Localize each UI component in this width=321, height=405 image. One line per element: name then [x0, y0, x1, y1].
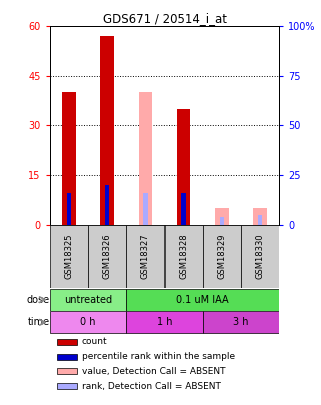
- Bar: [177, 109, 190, 225]
- Bar: [126, 225, 164, 288]
- Text: GSM18326: GSM18326: [103, 234, 112, 279]
- Bar: [62, 92, 75, 225]
- Text: value, Detection Call = ABSENT: value, Detection Call = ABSENT: [82, 367, 225, 376]
- Bar: [143, 193, 148, 225]
- Text: GSM18330: GSM18330: [256, 234, 265, 279]
- Bar: [220, 217, 224, 225]
- Text: untreated: untreated: [64, 295, 112, 305]
- Bar: [203, 225, 241, 288]
- Bar: [258, 215, 263, 225]
- Bar: [215, 208, 229, 225]
- Bar: [126, 289, 279, 311]
- Bar: [241, 225, 279, 288]
- Bar: [50, 225, 88, 288]
- Text: percentile rank within the sample: percentile rank within the sample: [82, 352, 235, 361]
- Text: count: count: [82, 337, 108, 346]
- Bar: [139, 92, 152, 225]
- Bar: [254, 208, 267, 225]
- Bar: [203, 311, 279, 333]
- Text: dose: dose: [27, 295, 50, 305]
- Bar: [105, 185, 109, 225]
- Text: GSM18328: GSM18328: [179, 234, 188, 279]
- Text: 1 h: 1 h: [157, 318, 172, 327]
- Title: GDS671 / 20514_i_at: GDS671 / 20514_i_at: [102, 12, 227, 25]
- Text: GSM18325: GSM18325: [65, 234, 74, 279]
- Bar: [56, 339, 77, 345]
- Text: 0.1 uM IAA: 0.1 uM IAA: [177, 295, 229, 305]
- Bar: [50, 311, 126, 333]
- Bar: [126, 311, 203, 333]
- Text: time: time: [28, 318, 50, 327]
- Bar: [50, 289, 126, 311]
- Bar: [88, 225, 126, 288]
- Text: rank, Detection Call = ABSENT: rank, Detection Call = ABSENT: [82, 382, 221, 391]
- Text: 3 h: 3 h: [233, 318, 249, 327]
- Bar: [56, 368, 77, 374]
- Bar: [56, 354, 77, 360]
- Text: GSM18327: GSM18327: [141, 234, 150, 279]
- Bar: [181, 193, 186, 225]
- Bar: [165, 225, 203, 288]
- Bar: [56, 383, 77, 389]
- Text: GSM18329: GSM18329: [217, 234, 226, 279]
- Text: 0 h: 0 h: [80, 318, 96, 327]
- Bar: [100, 36, 114, 225]
- Bar: [66, 193, 71, 225]
